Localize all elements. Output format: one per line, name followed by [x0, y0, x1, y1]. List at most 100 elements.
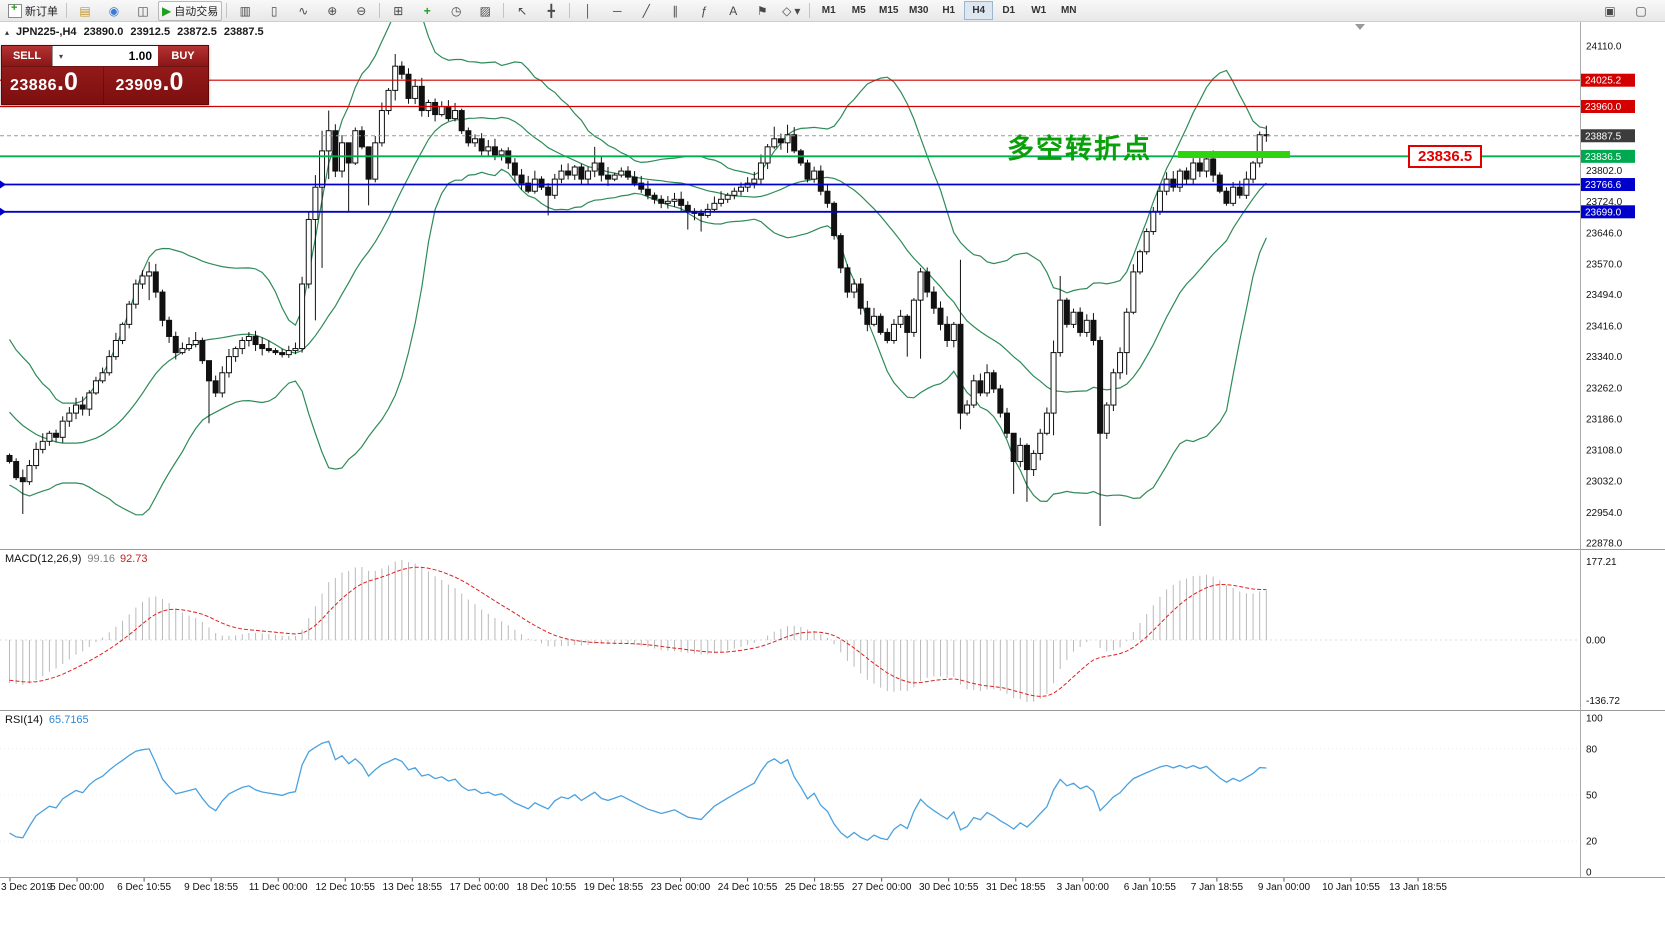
annotation-text[interactable]: 多空转折点: [1007, 134, 1152, 164]
sell-price-main: 23886: [10, 77, 57, 94]
text-icon: A: [729, 3, 738, 18]
candles: [6, 54, 1270, 527]
sell-button[interactable]: SELL: [2, 46, 52, 66]
svg-text:22878.0: 22878.0: [1586, 539, 1623, 550]
market-watch-button[interactable]: ◉: [100, 1, 128, 21]
market-watch-icon: ◉: [108, 3, 120, 18]
window-restore-button[interactable]: ▣: [1596, 1, 1624, 21]
ohlc-low: 23872.5: [177, 26, 217, 38]
templates-icon: ▨: [479, 3, 491, 18]
buy-price-display[interactable]: 23909 .0: [102, 67, 209, 104]
candlestick-icon: ▯: [270, 3, 278, 18]
svg-text:25 Dec 18:55: 25 Dec 18:55: [785, 882, 845, 893]
autotrading-button[interactable]: ▶ 自动交易: [158, 0, 223, 21]
timeframe-h1-button[interactable]: H1: [942, 5, 956, 16]
rsi-axis-label: 50: [1586, 791, 1598, 802]
shapes-button[interactable]: ◇ ▾: [777, 1, 805, 21]
timeframe-m5-button[interactable]: M5: [851, 5, 866, 16]
cursor-button[interactable]: ↖: [508, 1, 536, 21]
svg-text:9 Jan 00:00: 9 Jan 00:00: [1258, 882, 1311, 893]
svg-text:27 Dec 00:00: 27 Dec 00:00: [852, 882, 912, 893]
line-chart-button[interactable]: ∿: [289, 1, 317, 21]
svg-text:23699.0: 23699.0: [1585, 207, 1622, 218]
candlestick-button[interactable]: ▯: [260, 1, 288, 21]
new-order-label: 新订单: [25, 5, 58, 18]
buy-button[interactable]: BUY: [158, 46, 208, 66]
svg-text:24 Dec 10:55: 24 Dec 10:55: [718, 882, 778, 893]
one-click-prices: 23886 .0 23909 .0: [2, 67, 208, 104]
chevron-down-icon: ▾: [794, 3, 801, 18]
rsi-axis-label: 80: [1586, 744, 1598, 755]
timeframe-d1-button[interactable]: D1: [1002, 5, 1016, 16]
main-price-pane: [0, 22, 1580, 527]
zoom-in-button[interactable]: ⊕: [318, 1, 346, 21]
chart-shift-marker[interactable]: [1355, 24, 1365, 30]
trendline-button[interactable]: ╱: [632, 1, 660, 21]
symbol-name: JPN225-,H4: [16, 26, 77, 38]
ohlc-close: 23887.5: [223, 26, 264, 38]
navigator-button[interactable]: ◫: [129, 1, 157, 21]
timeframe-w1-button[interactable]: W1: [1031, 5, 1047, 16]
zoom-out-button[interactable]: ⊖: [347, 1, 375, 21]
volume-dropdown[interactable]: ▾: [52, 46, 69, 66]
price-callout-label[interactable]: 23836.5: [1408, 145, 1483, 168]
symbol-marker-icon: ▴: [5, 27, 10, 37]
svg-text:7 Jan 18:55: 7 Jan 18:55: [1191, 882, 1244, 893]
svg-text:23646.0: 23646.0: [1586, 229, 1623, 240]
svg-text:6 Dec 10:55: 6 Dec 10:55: [117, 882, 171, 893]
rsi-axis-label: 0: [1586, 868, 1592, 879]
svg-text:23802.0: 23802.0: [1586, 166, 1623, 177]
sell-price-display[interactable]: 23886 .0: [2, 67, 103, 104]
toolbar-separator: [226, 3, 228, 18]
svg-text:31 Dec 18:55: 31 Dec 18:55: [986, 882, 1046, 893]
svg-text:23186.0: 23186.0: [1586, 414, 1623, 425]
macd-axis-label: 177.21: [1586, 557, 1617, 568]
timeframe-m15-button[interactable]: M15: [879, 5, 899, 16]
indicators-button[interactable]: +: [413, 1, 441, 21]
rsi-pane: [0, 740, 1580, 842]
window-menu-button[interactable]: ▢: [1627, 1, 1655, 21]
svg-text:22954.0: 22954.0: [1586, 508, 1623, 519]
price-axis[interactable]: 24110.0 23802.0 23724.0 23646.0 23570.0 23494…: [1581, 42, 1635, 550]
timeframe-h4-button[interactable]: H4: [964, 1, 994, 20]
timeframe-m30-button[interactable]: M30: [909, 5, 929, 16]
vertical-line-button[interactable]: │: [574, 1, 602, 21]
text-button[interactable]: A: [719, 1, 747, 21]
volume-input[interactable]: 1.00: [69, 46, 158, 66]
macd-signal-line: [9, 566, 1267, 697]
svg-text:5 Dec 00:00: 5 Dec 00:00: [50, 882, 104, 893]
toolbar-separator: [379, 3, 381, 18]
bollinger-band: [9, 116, 1267, 444]
toolbar: 新订单 ▤ ◉ ◫ ▶ 自动交易 ▥ ▯ ∿ ⊕ ⊖ ⊞ + ◷ ▨ ↖ ╋ │…: [0, 0, 1665, 22]
cursor-icon: ↖: [517, 3, 528, 18]
price-badge: [1581, 149, 1635, 163]
window-icon: ▣: [1604, 3, 1616, 18]
svg-text:23960.0: 23960.0: [1585, 102, 1622, 113]
new-chart-button[interactable]: ⊞: [384, 1, 412, 21]
svg-text:19 Dec 18:55: 19 Dec 18:55: [584, 882, 644, 893]
fibonacci-button[interactable]: ƒ: [690, 1, 718, 21]
crosshair-button[interactable]: ╋: [537, 1, 565, 21]
ohlc-open: 23890.0: [83, 26, 124, 38]
chevron-down-icon: ▾: [58, 51, 63, 61]
channel-icon: ∥: [672, 3, 679, 18]
timeframe-m1-button[interactable]: M1: [821, 5, 836, 16]
horizontal-line-button[interactable]: ─: [603, 1, 631, 21]
periods-button[interactable]: ◷: [442, 1, 470, 21]
svg-text:23766.6: 23766.6: [1585, 180, 1622, 191]
charts-list-button[interactable]: ▤: [71, 1, 99, 21]
bar-chart-button[interactable]: ▥: [231, 1, 259, 21]
timeframe-mn-button[interactable]: MN: [1060, 5, 1077, 16]
rsi-label: RSI(14) 65.7165: [5, 714, 89, 726]
channel-button[interactable]: ∥: [661, 1, 689, 21]
new-chart-icon: ⊞: [393, 3, 404, 18]
arrows-button[interactable]: ⚑: [748, 1, 776, 21]
ohlc-high: 23912.5: [130, 26, 171, 38]
svg-text:23 Dec 00:00: 23 Dec 00:00: [651, 882, 711, 893]
svg-text:24025.2: 24025.2: [1585, 76, 1622, 87]
templates-button[interactable]: ▨: [471, 1, 499, 21]
new-order-button[interactable]: 新订单: [4, 1, 62, 21]
